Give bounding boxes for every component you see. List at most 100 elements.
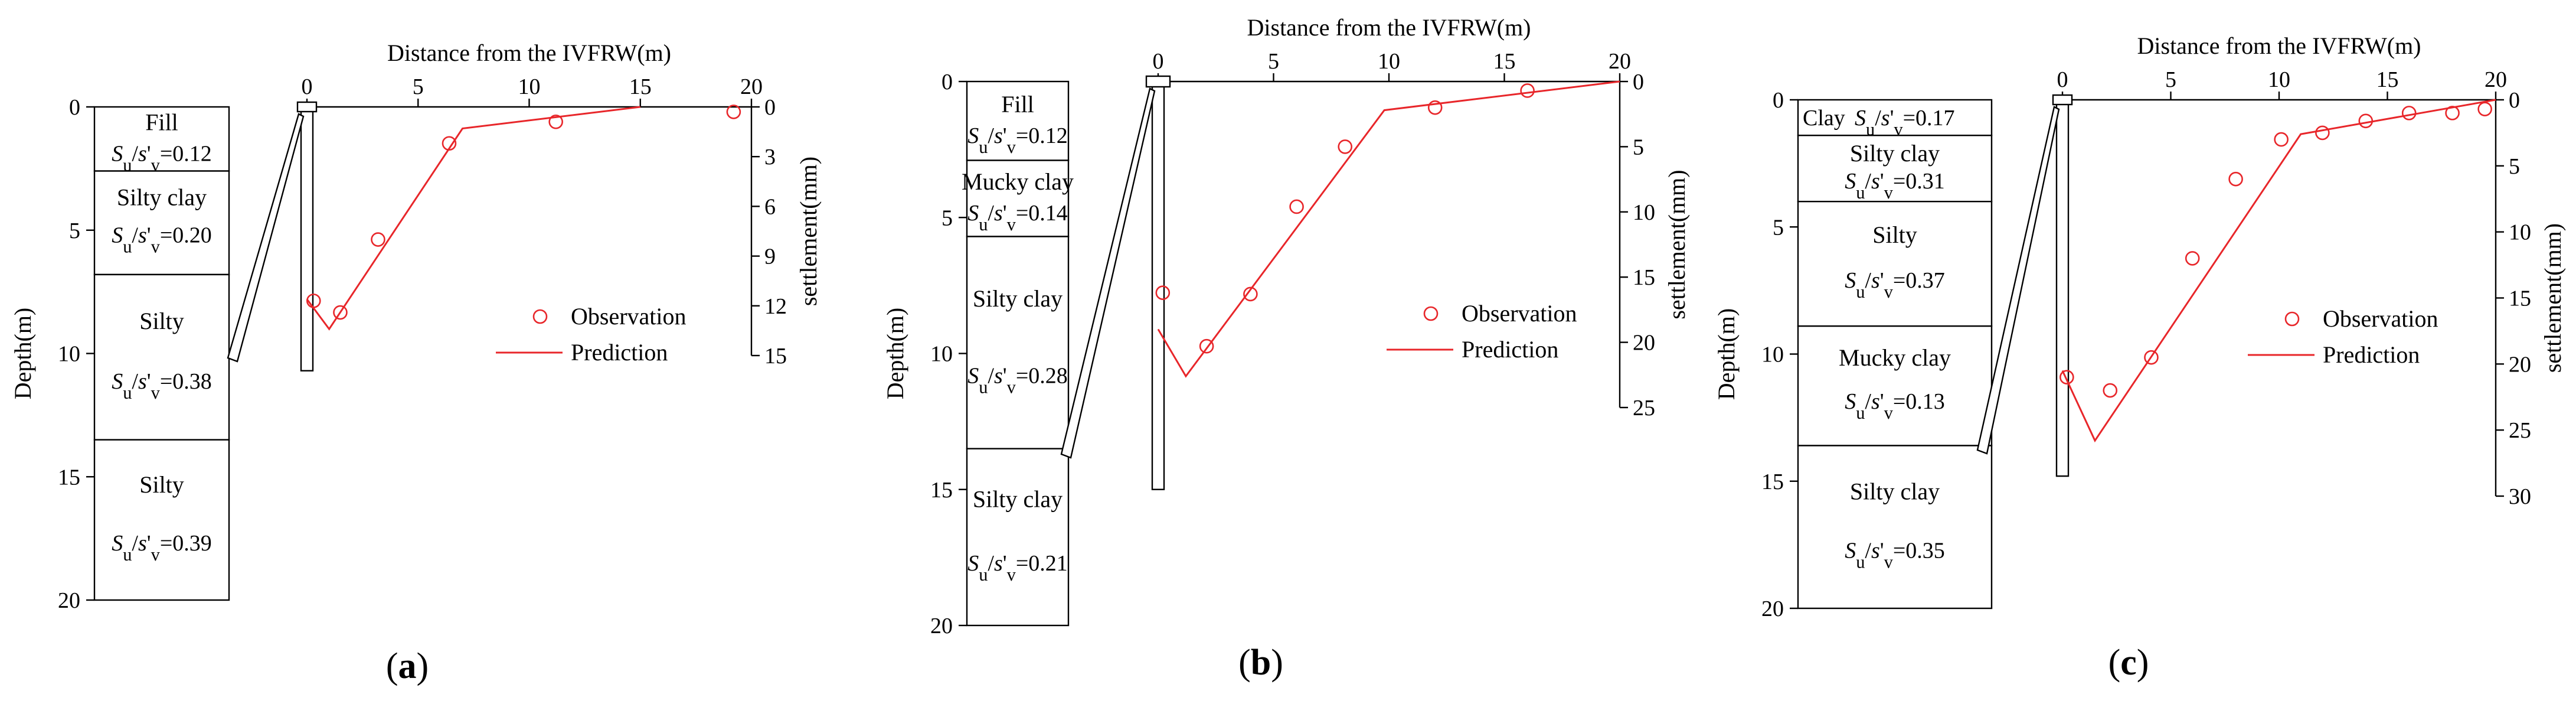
- settlement-plot: 0 5 10 15 20 Distance from the IVFRW(m) 0 5 10 15…: [1976, 32, 2566, 509]
- x-tick-label: 10: [1378, 49, 1400, 74]
- soil-layer-name: Silty clay: [117, 184, 207, 210]
- ratio-part: =0.12: [160, 141, 212, 166]
- ratio-part: S: [112, 141, 123, 166]
- strength-ratio-label: Su/s'v=0.13: [1845, 389, 1945, 423]
- x-tick-label: 20: [740, 74, 763, 99]
- ratio-part: u: [123, 545, 132, 565]
- settlement-plot: 0 5 10 15 20 Distance from the IVFRW(m) 0 5 10 15…: [1060, 14, 1690, 490]
- legend: Observation Prediction: [1387, 300, 1577, 363]
- legend-prediction-label: Prediction: [2323, 341, 2420, 368]
- ratio-part: ': [1003, 201, 1007, 226]
- y-axis-title: settlement(mm): [2539, 223, 2566, 373]
- ratio-part: S: [112, 531, 123, 556]
- strength-ratio-label: Su/s'v=0.37: [1845, 268, 1945, 302]
- observation-point: [1243, 286, 1258, 302]
- ratio-part: /: [988, 363, 994, 388]
- ratio-part: s: [1871, 268, 1880, 293]
- strength-ratio-label: Su/s'v=0.39: [112, 531, 212, 565]
- y-tick-label: 10: [2509, 220, 2531, 245]
- panel-label-open: (: [2108, 643, 2121, 683]
- panel-label-open: (: [1238, 643, 1251, 683]
- x-axis-title: Distance from the IVFRW(m): [387, 40, 671, 66]
- observation-point: [2144, 350, 2159, 365]
- depth-axis-label: Depth(m): [882, 308, 908, 400]
- ratio-part: =0.14: [1016, 201, 1068, 226]
- ratio-part: /: [1875, 106, 1881, 131]
- ratio-part: =0.38: [160, 369, 212, 394]
- ratio-part: u: [1856, 282, 1865, 302]
- y-tick-label: 15: [2509, 286, 2531, 311]
- panel-label: (a): [386, 646, 429, 686]
- y-tick-label: 9: [764, 245, 776, 269]
- x-axis-title: Distance from the IVFRW(m): [2137, 32, 2421, 59]
- legend-observation-label: Observation: [571, 303, 687, 330]
- ratio-part: ': [1880, 539, 1884, 563]
- observation-point: [2401, 106, 2417, 120]
- ratio-part: v: [151, 155, 161, 175]
- depth-tick-label: 20: [58, 588, 80, 613]
- ratio-part: u: [1856, 552, 1865, 572]
- y-tick-label: 5: [1633, 135, 1644, 159]
- x-tick-label: 0: [2057, 67, 2068, 92]
- observation-point: [333, 305, 348, 320]
- ratio-part: /: [1865, 268, 1871, 293]
- ratio-part: =0.28: [1016, 363, 1068, 388]
- observation-point: [306, 294, 321, 308]
- observation-point: [2274, 132, 2289, 147]
- legend-prediction-label: Prediction: [571, 339, 668, 366]
- y-tick-label: 5: [2509, 154, 2520, 179]
- ratio-part: ': [1890, 106, 1894, 131]
- soil-layer: [966, 159, 1070, 237]
- ratio-part: u: [123, 155, 132, 175]
- soil-layer-name: Silty: [139, 308, 184, 334]
- y-tick-label: 12: [764, 294, 787, 319]
- observation-point: [2445, 106, 2460, 120]
- ratio-part: s: [994, 363, 1003, 388]
- y-tick-label: 20: [1633, 331, 1655, 356]
- depth-tick-label: 5: [942, 206, 953, 230]
- ratio-part: u: [979, 214, 988, 234]
- ratio-part: s: [1881, 106, 1890, 131]
- prediction-line: [1157, 80, 1620, 378]
- depth-tick-label: 15: [930, 478, 953, 503]
- ratio-part: /: [132, 531, 138, 556]
- ratio-part: S: [967, 201, 979, 226]
- observation-point: [371, 232, 385, 247]
- strength-ratio-label: Su/s'v=0.14: [967, 201, 1068, 234]
- ratio-part: ': [147, 223, 151, 248]
- y-tick-label: 30: [2509, 484, 2531, 509]
- y-tick-label: 15: [1633, 265, 1655, 290]
- observation-point: [726, 105, 741, 119]
- x-tick-label: 0: [1153, 49, 1164, 74]
- settlement-plot: 0 5 10 15 20 Distance from the IVFRW(m) 0 3 6 9 12…: [227, 40, 822, 371]
- depth-tick-label: 10: [58, 342, 80, 367]
- ratio-part: v: [1884, 282, 1894, 302]
- wall-cap: [296, 101, 318, 113]
- soil-layer-name: Silty clay: [1850, 140, 1940, 167]
- depth-tick-label: 20: [930, 614, 953, 638]
- ratio-part: =0.17: [1903, 106, 1955, 131]
- panel-label-open: (: [386, 646, 398, 686]
- ratio-part: =0.20: [160, 223, 212, 248]
- retaining-wall: [1151, 80, 1165, 490]
- ratio-part: S: [967, 551, 979, 576]
- ratio-part: =0.31: [1893, 169, 1945, 194]
- legend-observation-marker: [532, 309, 548, 324]
- ratio-part: =0.12: [1016, 123, 1068, 148]
- inclined-strut: [1060, 87, 1156, 459]
- strength-ratio-label: Su/s'v=0.21: [967, 551, 1068, 585]
- ratio-part: u: [123, 237, 132, 257]
- ratio-part: S: [112, 223, 123, 248]
- x-tick-label: 15: [629, 74, 652, 99]
- ratio-part: /: [132, 369, 138, 394]
- ratio-part: u: [1856, 403, 1865, 423]
- ratio-part: ': [1003, 551, 1007, 576]
- depth-tick-label: 0: [69, 95, 80, 120]
- panel-label-letter: b: [1251, 643, 1271, 683]
- soil-layer: [93, 106, 230, 172]
- ratio-part: s: [138, 141, 147, 166]
- ratio-part: u: [979, 377, 988, 397]
